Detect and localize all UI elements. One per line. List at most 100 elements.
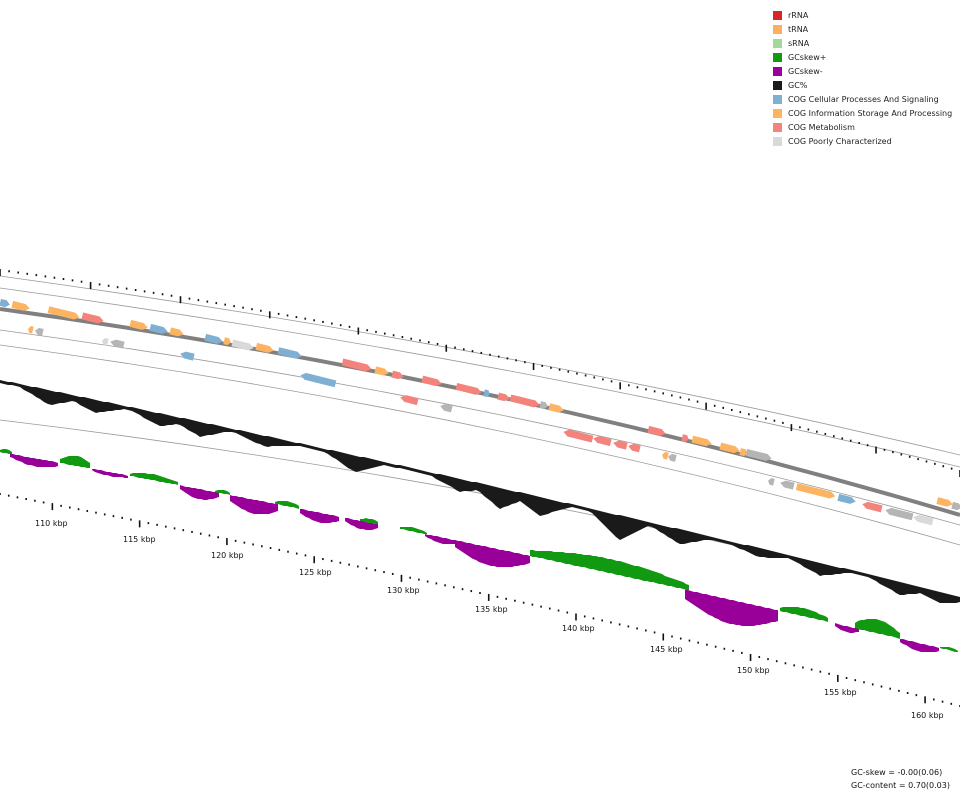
gc-skew-negative-band [685, 590, 778, 626]
srna-swatch-icon [773, 38, 782, 48]
gene-arrow [795, 483, 836, 499]
gcskew-minus-swatch-icon [773, 66, 782, 76]
gene-arrow [400, 395, 419, 406]
outer-tick-ring [0, 269, 960, 477]
legend-label: GC% [788, 80, 808, 90]
legend-label: COG Cellular Processes And Signaling [788, 94, 939, 104]
gcskew-plus-swatch-icon [773, 52, 782, 62]
gene-arrow [231, 339, 254, 351]
gc-skew-negative-band [10, 454, 58, 467]
kbp-tick-label: 140 kbp [562, 624, 595, 633]
gc-skew-negative-band [180, 485, 219, 500]
gene-arrow [300, 372, 337, 388]
gene-arrow [497, 392, 510, 402]
gc-percent-swatch-icon [773, 80, 782, 90]
gene-arrow [539, 401, 548, 410]
gene-arrow [681, 434, 689, 443]
gene-arrow [47, 306, 80, 320]
legend-label: GCskew- [788, 66, 823, 76]
cog-information-swatch-icon [773, 108, 782, 118]
gene-arrow [691, 435, 712, 447]
legend-item-cog-cellular: COG Cellular Processes And Signaling [773, 92, 952, 106]
gene-arrow [885, 507, 914, 521]
kbp-tick-label: 110 kbp [35, 519, 68, 528]
gene-arrow [255, 342, 274, 353]
gc-skew-positive-band [130, 473, 178, 485]
gene-arrow [837, 493, 856, 504]
stats-panel: GC-skew = -0.00(0.06) GC-content = 0.70(… [851, 766, 950, 792]
gc-skew-negative-band [425, 534, 458, 544]
legend-label: sRNA [788, 38, 810, 48]
legend-label: COG Poorly Characterized [788, 136, 892, 146]
gene-arrow [668, 453, 677, 462]
cog-poorly-swatch-icon [773, 136, 782, 146]
gc-skew-positive-band [400, 527, 427, 534]
gene-arrow [548, 403, 564, 413]
legend-label: COG Information Storage And Processing [788, 108, 953, 118]
gene-arrow [780, 480, 795, 490]
gc-skew-positive-band [530, 550, 689, 590]
gene-arrow [374, 366, 389, 376]
gene-arrow [913, 514, 934, 526]
gene-arrow [277, 347, 302, 359]
gene-arrow [223, 337, 231, 346]
kbp-tick-label: 160 kbp [911, 711, 944, 720]
gc-skew-positive-band [780, 607, 828, 622]
gene-arrow [81, 312, 104, 324]
gene-arrow [455, 382, 482, 395]
gene-arrow [719, 442, 740, 454]
gene-arrow [739, 448, 748, 457]
gc-content-stat: GC-content = 0.70(0.03) [851, 781, 950, 790]
gene-arrow [768, 477, 775, 486]
gene-arrow [647, 425, 666, 436]
gene-arrow [102, 337, 109, 346]
legend-item-gcskew-minus: GCskew- [773, 64, 952, 78]
legend-item-rrna: rRNA [773, 8, 952, 22]
gene-arrow [440, 403, 453, 413]
gc-skew-positive-band [0, 449, 12, 454]
kbp-tick-labels: 110 kbp 115 kbp 120 kbp 125 kbp 130 kbp 135 k… [35, 519, 944, 720]
gc-skew-positive-band [360, 518, 378, 524]
gc-skew-positive-band [60, 456, 90, 468]
gene-arrow [0, 298, 10, 308]
gene-arrow [28, 325, 34, 334]
kbp-tick-label: 145 kbp [650, 645, 683, 654]
gene-arrow [180, 351, 195, 361]
gene-arrow [509, 394, 540, 408]
gene-arrow [563, 429, 594, 443]
gc-content-band [0, 380, 960, 603]
gene-arrow [391, 370, 404, 380]
gene-arrow [628, 443, 641, 453]
cog-metabolism-swatch-icon [773, 122, 782, 132]
gene-arrow [662, 451, 669, 460]
trna-swatch-icon [773, 24, 782, 34]
inner-tick-ring [0, 493, 960, 707]
kbp-tick-label: 120 kbp [211, 551, 244, 560]
gene-arrow [862, 501, 883, 513]
gc-skew-positive-band [855, 619, 900, 639]
legend-label: tRNA [788, 24, 809, 34]
gc-skew-negative-band [345, 518, 378, 530]
gene-arrow [204, 333, 223, 344]
gene-arrow [936, 497, 953, 507]
gc-skew-stat: GC-skew = -0.00(0.06) [851, 768, 943, 777]
gene-arrow [169, 327, 184, 337]
kbp-tick-label: 130 kbp [387, 586, 420, 595]
rrna-swatch-icon [773, 10, 782, 20]
gc-skew-positive-band [215, 490, 230, 495]
legend: rRNA tRNA sRNA GCskew+ GCskew- GC% COG C… [773, 8, 952, 148]
gc-skew-negative-band [835, 623, 859, 633]
gc-skew-negative-band [900, 639, 939, 652]
gc-skew-positive-band [940, 647, 958, 652]
cog-cellular-swatch-icon [773, 94, 782, 104]
gene-arrow [341, 358, 372, 372]
legend-item-srna: sRNA [773, 36, 952, 50]
gc-skew-negative-band [230, 495, 278, 514]
gc-skew-track [0, 449, 958, 652]
gc-skew-negative-band [300, 509, 339, 523]
gene-arrow [593, 436, 612, 447]
gene-arrow [951, 501, 960, 511]
legend-item-gc-percent: GC% [773, 78, 952, 92]
kbp-tick-label: 125 kbp [299, 568, 332, 577]
